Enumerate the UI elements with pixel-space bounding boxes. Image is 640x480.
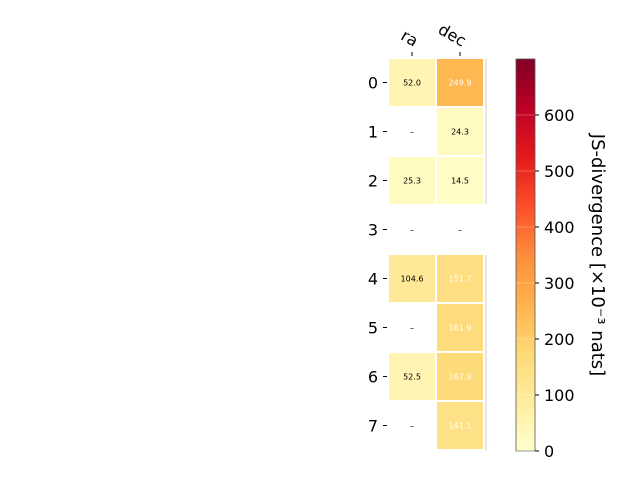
cell-value-label: 14.5 bbox=[451, 177, 469, 186]
cell-value-label: – bbox=[458, 226, 462, 235]
row-label: 6 bbox=[368, 368, 378, 387]
cell-value-label: – bbox=[410, 128, 414, 137]
row-label: 7 bbox=[368, 417, 378, 436]
row-label: 1 bbox=[368, 123, 378, 142]
heatmap-cell bbox=[389, 255, 435, 302]
cell-value-label: 161.9 bbox=[449, 324, 472, 333]
colorbar-tick-label: 500 bbox=[544, 162, 575, 181]
cell-value-label: 249.9 bbox=[449, 79, 472, 88]
colorbar-tick-label: 300 bbox=[544, 274, 575, 293]
cell-value-label: 52.0 bbox=[403, 79, 421, 88]
colorbar-tick-label: 600 bbox=[544, 106, 575, 125]
heatmap-cell bbox=[437, 255, 483, 302]
heatmap-cell bbox=[437, 157, 483, 204]
heatmap-cell bbox=[437, 402, 483, 449]
cell-value-label: 25.3 bbox=[403, 177, 421, 186]
cell-value-label: – bbox=[410, 422, 414, 431]
cell-value-label: – bbox=[410, 324, 414, 333]
heatmap-cell bbox=[389, 157, 435, 204]
heatmap-cell bbox=[437, 59, 483, 106]
row-label: 2 bbox=[368, 172, 378, 191]
cell-value-label: – bbox=[410, 226, 414, 235]
colorbar bbox=[515, 58, 536, 452]
column-label: dec bbox=[435, 20, 469, 51]
row-label: 5 bbox=[368, 319, 378, 338]
colorbar-tick-label: 400 bbox=[544, 218, 575, 237]
cell-value-label: 24.3 bbox=[451, 128, 469, 137]
heatmap-cell bbox=[437, 304, 483, 351]
colorbar-tick-label: 200 bbox=[544, 330, 575, 349]
cell-value-label: 151.7 bbox=[449, 275, 472, 284]
colorbar-tick-label: 100 bbox=[544, 386, 575, 405]
heatmap-cell bbox=[437, 353, 483, 400]
cell-value-label: 52.5 bbox=[403, 373, 421, 382]
heatmap-cell bbox=[389, 59, 435, 106]
colorbar-tick-label: 0 bbox=[544, 442, 554, 461]
cell-value-label: 167.9 bbox=[449, 373, 472, 382]
column-label: ra bbox=[398, 26, 422, 51]
row-label: 4 bbox=[368, 270, 378, 289]
row-label: 0 bbox=[368, 74, 378, 93]
colorbar-label: JS-divergence [×10⁻³ nats] bbox=[587, 133, 608, 376]
heatmap-cell bbox=[437, 108, 483, 155]
cell-value-label: 141.1 bbox=[449, 422, 472, 431]
heatmap-cell bbox=[389, 353, 435, 400]
row-label: 3 bbox=[368, 221, 378, 240]
cell-value-label: 104.6 bbox=[401, 275, 424, 284]
